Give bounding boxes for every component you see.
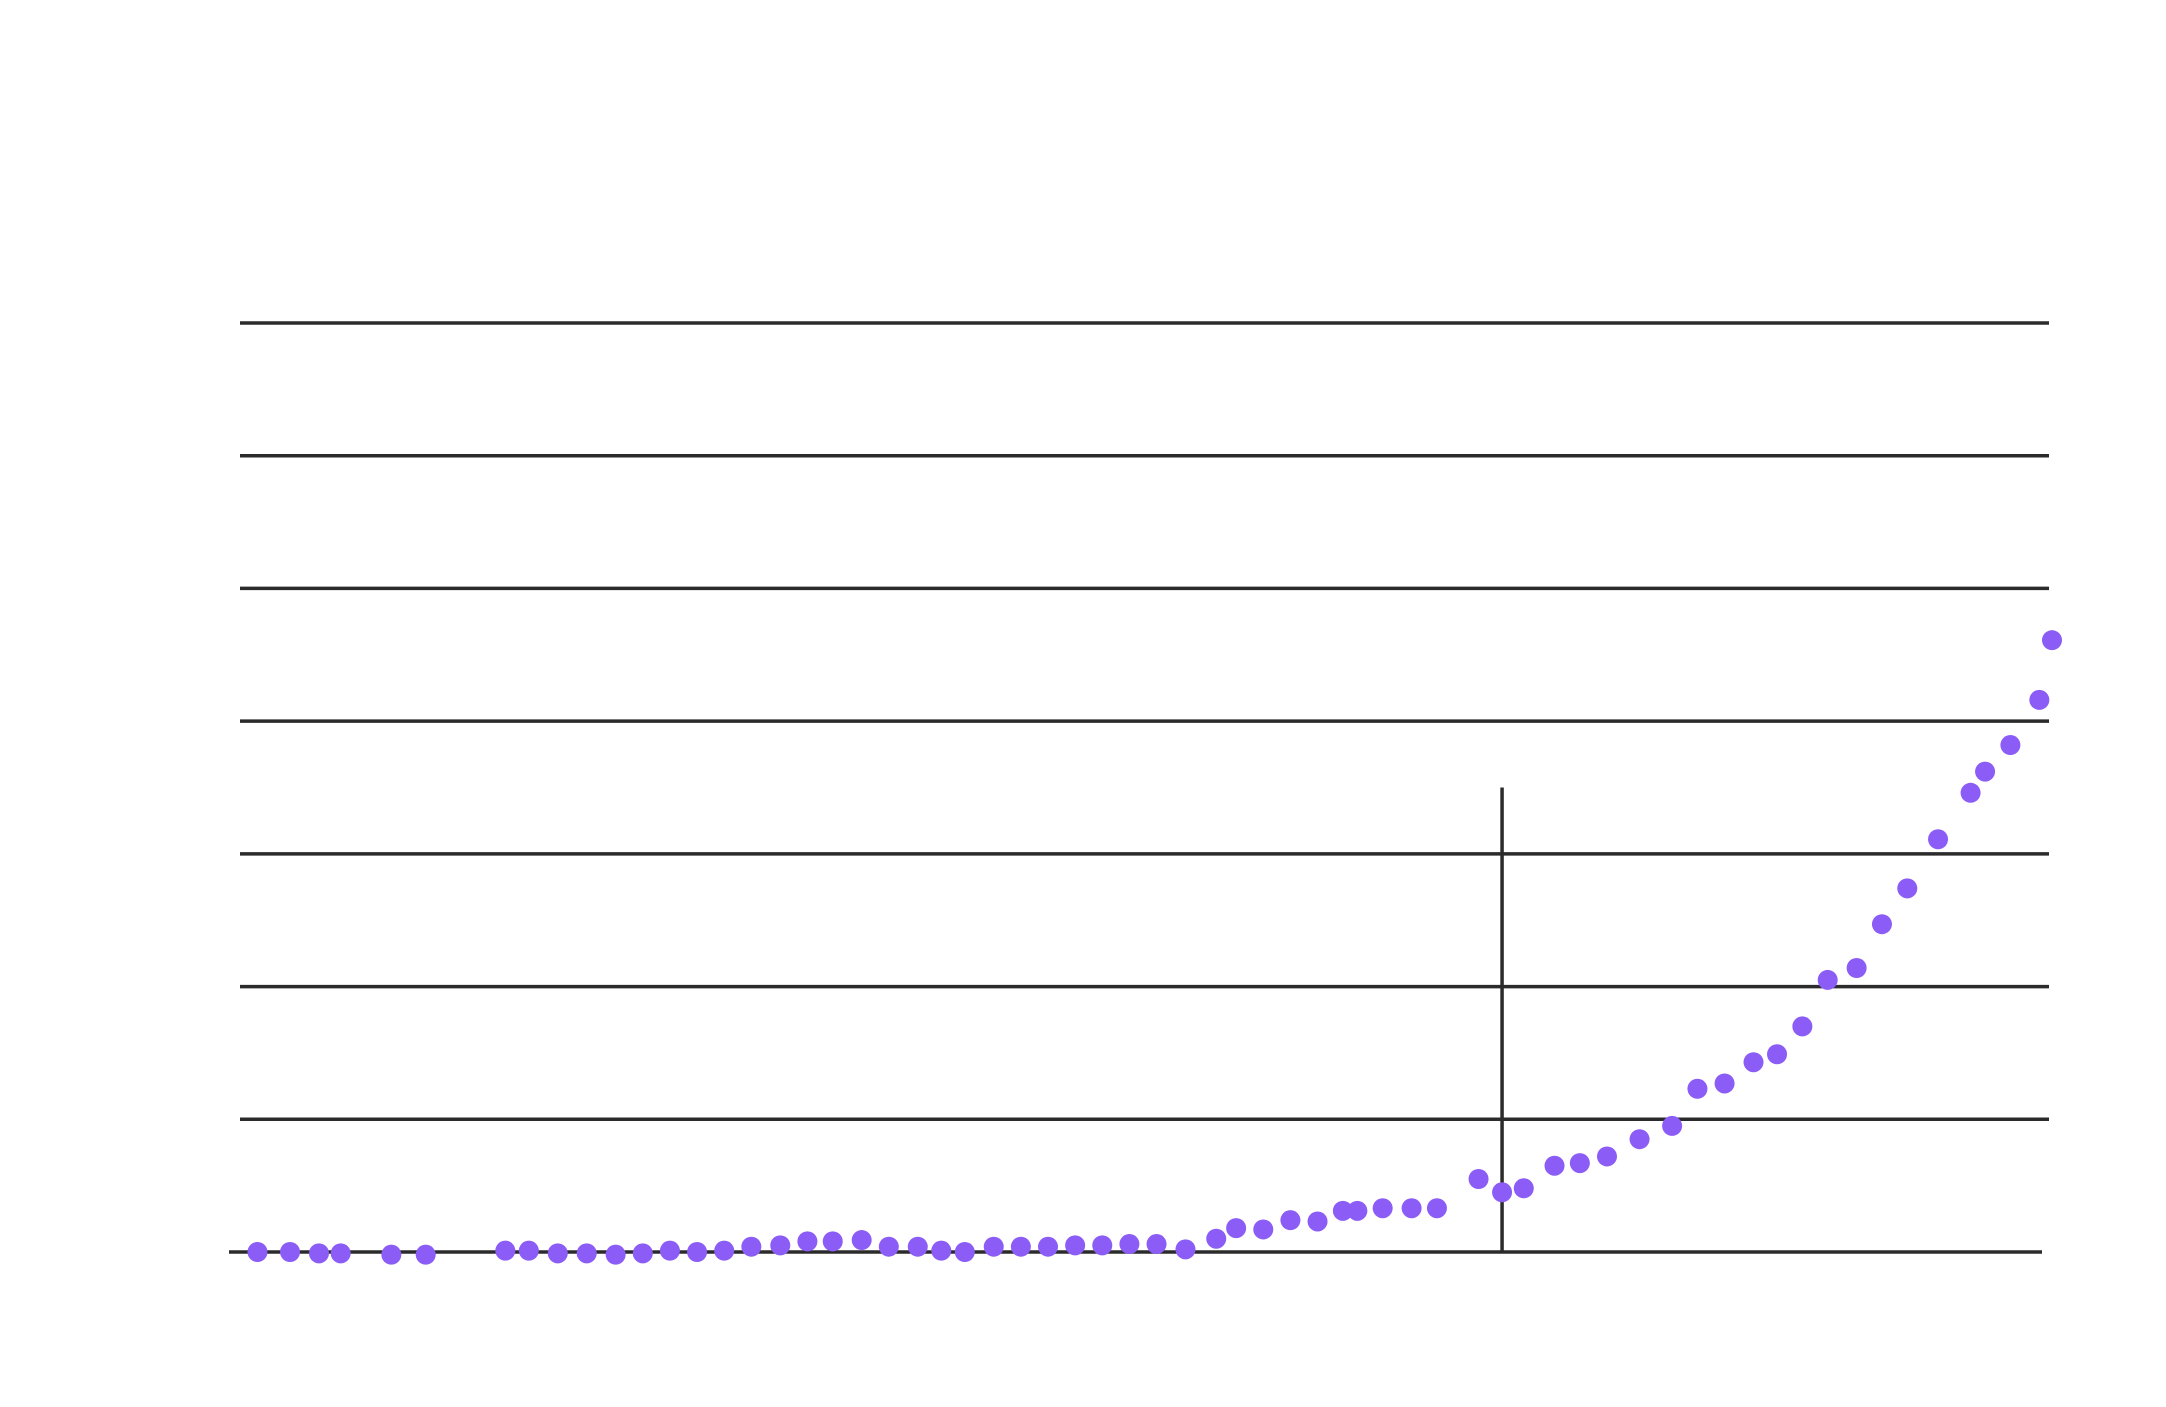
grid-lines xyxy=(240,321,2049,1122)
data-point xyxy=(2000,735,2021,756)
data-point xyxy=(308,1243,329,1264)
data-point xyxy=(605,1244,626,1265)
data-point xyxy=(1846,957,1867,978)
data-point xyxy=(954,1242,975,1262)
data-point xyxy=(1687,1078,1708,1099)
data-point xyxy=(1513,1178,1534,1199)
data-point xyxy=(1332,1200,1353,1221)
data-point xyxy=(415,1244,436,1265)
data-point xyxy=(495,1240,516,1261)
axes xyxy=(229,787,2042,1254)
data-point xyxy=(659,1240,680,1261)
data-point xyxy=(330,1243,351,1264)
data-point xyxy=(797,1231,818,1252)
data-point xyxy=(1596,1146,1617,1167)
data-point xyxy=(983,1236,1004,1257)
data-point xyxy=(1767,1044,1788,1065)
data-point xyxy=(1038,1236,1059,1257)
data-point xyxy=(381,1244,402,1265)
data-point xyxy=(1897,878,1918,899)
data-point xyxy=(1253,1219,1274,1240)
data-point xyxy=(1960,782,1981,803)
data-point xyxy=(1010,1236,1031,1257)
data-point xyxy=(1544,1155,1565,1176)
data-point xyxy=(1569,1153,1590,1174)
data-point xyxy=(280,1242,301,1262)
data-point xyxy=(1146,1234,1167,1255)
data-point xyxy=(2042,630,2062,651)
data-point xyxy=(1426,1198,1447,1219)
data-point xyxy=(1871,914,1892,935)
data-point xyxy=(1119,1234,1140,1255)
data-point xyxy=(1468,1169,1489,1190)
data-point xyxy=(1714,1073,1735,1094)
data-point xyxy=(1975,761,1996,782)
data-point xyxy=(931,1240,952,1261)
data-point xyxy=(1175,1239,1196,1260)
data-point xyxy=(1492,1182,1513,1203)
data-point xyxy=(1792,1016,1813,1037)
data-point xyxy=(1817,969,1838,990)
data-point xyxy=(1226,1218,1247,1239)
data-point xyxy=(714,1240,735,1261)
data-point xyxy=(1662,1115,1683,1136)
data-point xyxy=(632,1243,653,1264)
data-point xyxy=(1401,1198,1422,1219)
data-point xyxy=(1372,1198,1393,1219)
data-point xyxy=(770,1235,791,1256)
data-point xyxy=(1092,1235,1113,1256)
data-point xyxy=(822,1231,843,1252)
data-point xyxy=(518,1240,539,1261)
data-point xyxy=(687,1242,708,1262)
data-point xyxy=(741,1236,762,1257)
data-point xyxy=(1743,1052,1764,1073)
data-points xyxy=(247,630,2062,1265)
data-point xyxy=(1065,1235,1086,1256)
data-point xyxy=(1307,1211,1328,1232)
data-point xyxy=(1347,1200,1368,1221)
data-point xyxy=(907,1236,928,1257)
data-point xyxy=(2029,689,2050,710)
data-point xyxy=(1280,1210,1301,1231)
data-point xyxy=(576,1243,597,1264)
data-point xyxy=(547,1243,568,1264)
data-point xyxy=(851,1230,872,1251)
data-point xyxy=(247,1242,268,1262)
data-point xyxy=(1928,829,1949,850)
data-point xyxy=(1629,1129,1650,1150)
data-point xyxy=(878,1236,899,1257)
data-point xyxy=(1206,1228,1227,1249)
